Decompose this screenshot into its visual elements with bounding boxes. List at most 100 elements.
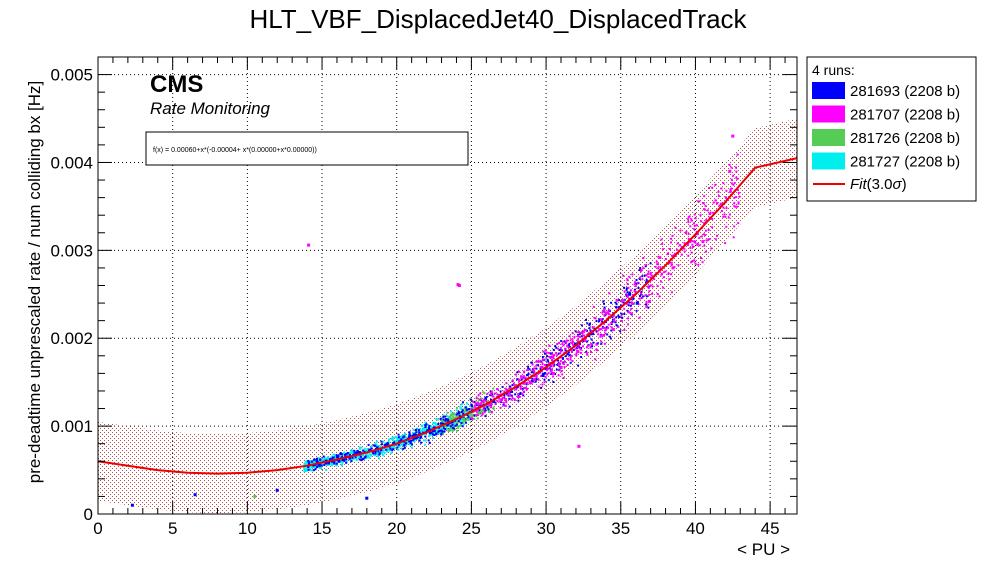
data-point [582,330,585,333]
data-point [358,455,361,458]
data-point [689,225,692,228]
data-point [525,377,528,380]
data-point [712,201,715,204]
data-point [535,367,538,370]
data-point [430,426,433,429]
data-point [305,469,308,472]
data-point [423,427,426,430]
data-point [543,372,546,375]
data-point [522,382,525,385]
data-point [480,397,483,400]
data-point [455,423,458,426]
data-point [516,396,519,399]
data-point [711,226,714,229]
data-point [671,266,675,270]
data-point [547,379,550,382]
data-point [561,357,564,360]
data-point [607,326,610,329]
data-point [627,304,630,307]
data-point [537,385,540,388]
data-point [467,410,470,413]
data-point [668,248,671,251]
data-point [569,356,572,359]
data-point [552,354,555,357]
data-point [655,260,658,263]
data-point [661,242,664,245]
data-point [641,278,644,281]
data-point [698,244,701,247]
data-point [435,423,438,426]
data-point [546,368,549,371]
data-point [562,340,565,343]
data-point [339,461,342,463]
data-point [446,427,449,430]
data-point [649,273,652,276]
data-point [424,435,427,438]
data-point [725,189,728,192]
data-point [702,202,705,205]
data-point [492,400,496,403]
y-axis-label: pre-deadtime unprescaled rate / num coll… [25,81,44,484]
data-point [484,398,487,400]
data-point [345,461,348,464]
data-point [645,301,648,304]
data-point [542,350,545,353]
data-point [523,375,525,378]
data-point [467,416,470,419]
data-point [690,251,693,254]
data-point [549,370,552,372]
data-point [581,337,584,340]
data-point [305,460,308,463]
data-point [576,349,578,352]
data-point [539,368,542,370]
data-point [458,412,461,415]
data-point [560,350,563,353]
data-point [680,253,683,256]
data-point [511,397,514,400]
data-point [309,468,312,471]
data-point [443,430,446,433]
data-point [334,455,337,458]
data-point [464,409,467,411]
data-point [693,240,696,243]
data-point [597,333,600,336]
data-point [335,454,338,457]
data-point [737,222,740,225]
data-point [614,321,617,324]
data-point [527,373,530,376]
data-point [482,399,485,402]
data-point [568,354,571,357]
data-point [638,316,641,319]
data-point [340,453,343,455]
data-point [397,449,400,451]
data-point [729,188,732,191]
data-point [546,355,549,358]
data-point [397,436,400,439]
data-point [628,292,632,296]
data-point [589,346,592,349]
data-point [310,466,313,468]
data-point [317,457,320,460]
data-point [460,414,463,417]
data-point [566,353,569,356]
data-point [649,276,652,279]
data-point [600,328,603,331]
data-point [307,461,310,463]
data-point [550,371,553,374]
data-point [503,397,506,400]
data-point [455,409,458,412]
data-point [484,415,487,418]
data-point [360,456,363,459]
data-point [548,352,551,355]
data-point [310,469,313,472]
data-point [687,218,689,221]
data-point [400,447,403,450]
data-point [469,405,472,408]
y-tick-label: 0.005 [50,66,93,85]
data-point [607,323,610,326]
data-point [630,301,633,304]
data-point [470,415,473,418]
data-point [639,267,642,269]
data-point [356,451,358,454]
data-point [557,374,560,377]
